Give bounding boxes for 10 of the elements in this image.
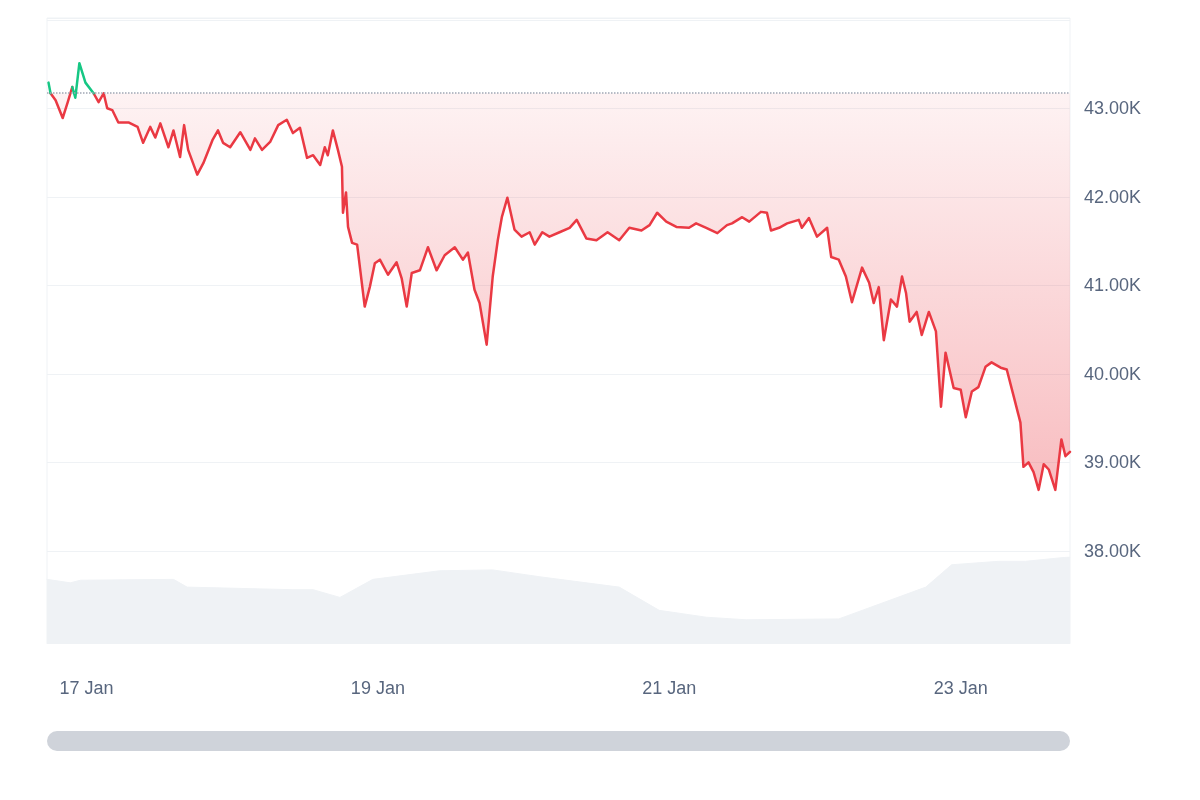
x-tick-label: 19 Jan <box>350 678 405 698</box>
x-tick-label: 23 Jan <box>933 678 988 698</box>
x-tick-label: 17 Jan <box>59 678 114 698</box>
y-tick-label: 42.00K <box>1084 186 1142 207</box>
y-tick-label: 41.00K <box>1084 275 1142 296</box>
x-tick-label: 21 Jan <box>642 678 697 698</box>
y-tick-label: 39.00K <box>1084 452 1142 473</box>
y-tick-label: 40.00K <box>1084 363 1142 384</box>
y-tick-label: 38.00K <box>1084 540 1142 561</box>
y-tick-label: 43.00K <box>1084 98 1142 119</box>
